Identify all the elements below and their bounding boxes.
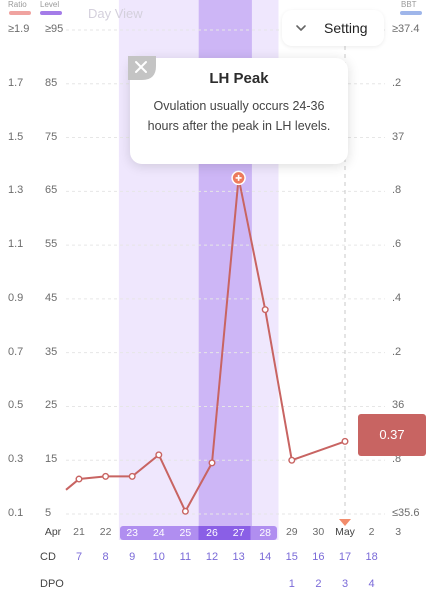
data-point[interactable] (75, 475, 83, 483)
cd-value: 7 (75, 551, 83, 563)
legend-level-swatch (40, 11, 62, 15)
cd-value: 14 (259, 551, 272, 563)
dpo-value: 1 (288, 578, 295, 590)
date-label[interactable]: 26 (206, 527, 218, 539)
data-point[interactable] (208, 459, 216, 467)
bbt-tick-label: .4 (392, 291, 402, 304)
today-marker-icon (339, 519, 351, 526)
date-label[interactable]: 25 (179, 527, 192, 539)
data-point[interactable] (181, 507, 189, 515)
cd-value: 16 (312, 551, 325, 563)
level-tick-label: 45 (45, 291, 58, 304)
ratio-tick-label: 1.1 (8, 238, 24, 251)
date-label[interactable]: 27 (232, 527, 245, 539)
data-point[interactable] (288, 456, 296, 464)
selected-value-badge: 0.37 (358, 414, 426, 456)
bbt-tick-label: .2 (392, 345, 402, 358)
bbt-tick-label: ≤35.6 (392, 507, 420, 519)
legend-bbt-swatch (400, 11, 422, 15)
level-tick-label: 25 (45, 399, 58, 412)
level-tick-label: 15 (45, 453, 58, 466)
level-tick-label: 55 (45, 238, 58, 251)
cd-value: 17 (338, 551, 352, 563)
cd-value: 15 (285, 551, 298, 563)
close-tooltip-button[interactable] (128, 56, 156, 80)
cd-value: 9 (129, 551, 136, 563)
dpo-value: 3 (341, 578, 349, 590)
level-tick-label: 5 (45, 507, 52, 519)
cd-value: 10 (152, 551, 165, 563)
data-point[interactable] (261, 306, 269, 314)
data-point[interactable] (102, 472, 110, 480)
bbt-tick-label: 36 (392, 399, 405, 412)
ratio-tick-label: 1.5 (8, 130, 24, 143)
ratio-tick-label: 1.7 (8, 76, 24, 89)
dpo-value: 2 (315, 578, 322, 590)
ratio-tick-label: 0.3 (8, 453, 24, 466)
date-label[interactable]: 2 (368, 526, 375, 538)
cd-value: 13 (232, 551, 245, 563)
data-point[interactable] (128, 472, 136, 480)
level-tick-label: 85 (45, 76, 58, 89)
level-tick-label: 35 (45, 345, 58, 358)
cd-value: 18 (365, 551, 378, 563)
ratio-tick-label: ≥1.9 (8, 23, 30, 35)
setting-button[interactable]: Setting (282, 10, 384, 46)
cd-row-label: CD (40, 551, 56, 563)
ratio-tick-label: 1.3 (8, 184, 24, 197)
bbt-tick-label: 37 (392, 130, 405, 143)
date-label[interactable]: 21 (73, 526, 85, 538)
legend-level-label: Level (40, 0, 60, 9)
data-point[interactable] (155, 451, 163, 459)
level-tick-label: ≥95 (45, 23, 64, 35)
ratio-tick-label: 0.1 (8, 507, 24, 519)
bbt-tick-label: .6 (392, 238, 402, 251)
date-label[interactable]: 23 (126, 527, 139, 539)
lh-peak-tooltip: LH Peak Ovulation usually occurs 24-36 h… (130, 58, 348, 164)
ratio-tick-label: 0.5 (8, 399, 24, 412)
cd-value: 8 (102, 551, 109, 563)
legend-bbt-label: BBT (401, 0, 417, 9)
cd-value: 11 (179, 551, 192, 563)
level-tick-label: 75 (45, 130, 58, 143)
date-label[interactable]: 28 (259, 527, 272, 539)
date-label[interactable]: 24 (152, 527, 165, 539)
date-label[interactable]: 3 (395, 526, 402, 538)
date-label[interactable]: 22 (99, 526, 112, 538)
data-point[interactable] (341, 437, 349, 445)
date-label[interactable]: 29 (285, 526, 298, 538)
tooltip-title: LH Peak (209, 70, 269, 87)
dpo-row-label: DPO (40, 578, 64, 590)
legend-ratio-label: Ratio (8, 0, 27, 9)
bbt-tick-label: .2 (392, 76, 402, 89)
bbt-tick-label: ≥37.4 (392, 23, 420, 35)
date-label[interactable]: 30 (312, 526, 325, 538)
tooltip-body: Ovulation usually occurs 24-36 hours aft… (147, 99, 331, 133)
bbt-tick-label: .8 (392, 184, 402, 197)
plus-icon (235, 174, 242, 181)
level-tick-label: 65 (45, 184, 58, 197)
ratio-tick-label: 0.7 (8, 345, 24, 358)
ratio-tick-label: 0.9 (8, 291, 24, 304)
date-label[interactable]: Apr (44, 526, 62, 538)
dpo-value: 4 (368, 578, 375, 590)
lh-series-line (78, 177, 346, 514)
close-icon (135, 61, 147, 73)
highlighted-dates-bar (120, 526, 278, 540)
cd-value: 12 (205, 551, 219, 563)
view-mode-label: Day View (88, 6, 143, 21)
bbt-tick-label: .8 (392, 453, 402, 466)
date-label[interactable]: May (335, 526, 355, 538)
chevron-down-icon (296, 25, 306, 31)
setting-label: Setting (324, 20, 368, 36)
legend-ratio-swatch (9, 11, 31, 15)
